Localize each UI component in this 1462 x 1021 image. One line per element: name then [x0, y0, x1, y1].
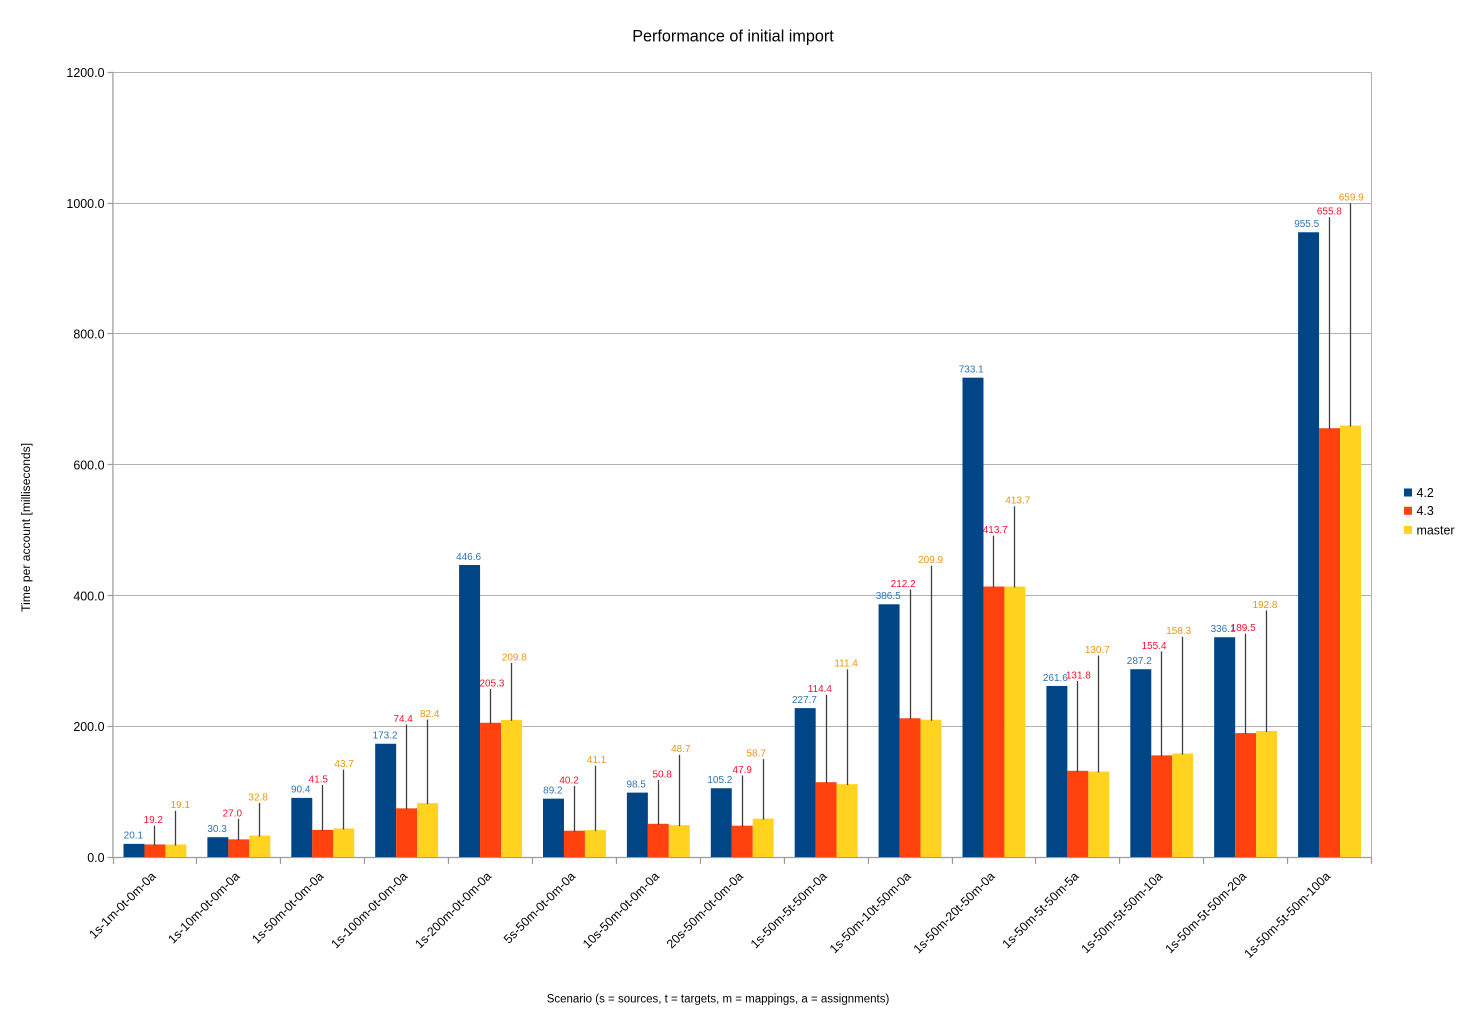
svg-text:90.4: 90.4: [291, 785, 311, 796]
svg-text:1000.0: 1000.0: [66, 197, 104, 211]
svg-text:master: master: [1417, 523, 1455, 537]
svg-text:205.3: 205.3: [479, 678, 504, 689]
svg-text:82.4: 82.4: [420, 709, 440, 720]
svg-text:192.8: 192.8: [1252, 600, 1277, 611]
svg-text:0.0: 0.0: [87, 851, 104, 865]
svg-text:40.2: 40.2: [559, 775, 579, 786]
svg-text:800.0: 800.0: [73, 328, 104, 342]
svg-text:1200.0: 1200.0: [66, 66, 104, 80]
svg-text:19.2: 19.2: [144, 815, 164, 826]
svg-text:131.8: 131.8: [1066, 670, 1091, 681]
svg-text:105.2: 105.2: [707, 775, 732, 786]
svg-text:227.7: 227.7: [792, 695, 817, 706]
svg-text:155.4: 155.4: [1142, 641, 1167, 652]
svg-text:955.5: 955.5: [1294, 219, 1319, 230]
svg-text:50.8: 50.8: [652, 769, 672, 780]
svg-text:114.4: 114.4: [808, 684, 833, 695]
svg-text:446.6: 446.6: [456, 552, 481, 563]
svg-text:27.0: 27.0: [223, 808, 243, 819]
svg-text:336.1: 336.1: [1211, 624, 1236, 635]
svg-text:413.7: 413.7: [983, 525, 1008, 536]
svg-text:158.3: 158.3: [1166, 626, 1191, 637]
svg-text:400.0: 400.0: [73, 589, 104, 603]
svg-text:48.7: 48.7: [671, 744, 691, 755]
svg-text:733.1: 733.1: [959, 364, 984, 375]
svg-text:Time per account [milliseconds: Time per account [milliseconds]: [19, 443, 33, 612]
svg-text:19.1: 19.1: [171, 800, 191, 811]
svg-text:4.2: 4.2: [1417, 486, 1434, 500]
svg-text:20.1: 20.1: [124, 831, 144, 842]
svg-text:4.3: 4.3: [1417, 504, 1434, 518]
svg-text:43.7: 43.7: [334, 759, 354, 770]
svg-text:111.4: 111.4: [834, 659, 858, 670]
svg-text:659.9: 659.9: [1339, 193, 1364, 204]
svg-text:41.5: 41.5: [309, 774, 329, 785]
svg-text:209.8: 209.8: [502, 652, 527, 663]
svg-text:189.5: 189.5: [1231, 623, 1256, 634]
svg-text:47.9: 47.9: [733, 765, 753, 776]
svg-text:74.4: 74.4: [393, 714, 413, 725]
svg-text:58.7: 58.7: [747, 749, 767, 760]
svg-text:41.1: 41.1: [587, 755, 607, 766]
svg-text:Performance of initial import: Performance of initial import: [632, 27, 834, 45]
svg-text:30.3: 30.3: [207, 824, 227, 835]
svg-text:655.8: 655.8: [1317, 207, 1342, 218]
svg-text:287.2: 287.2: [1127, 656, 1152, 667]
svg-text:32.8: 32.8: [248, 792, 268, 803]
svg-text:Scenario (s = sources, t = tar: Scenario (s = sources, t = targets, m = …: [547, 994, 890, 1006]
svg-text:89.2: 89.2: [543, 785, 563, 796]
svg-text:130.7: 130.7: [1085, 645, 1110, 656]
svg-text:209.9: 209.9: [918, 555, 943, 566]
svg-text:261.6: 261.6: [1043, 673, 1068, 684]
svg-text:600.0: 600.0: [73, 459, 104, 473]
svg-text:212.2: 212.2: [891, 579, 916, 590]
svg-text:98.5: 98.5: [626, 779, 646, 790]
svg-text:173.2: 173.2: [373, 731, 398, 742]
svg-text:386.5: 386.5: [876, 591, 901, 602]
svg-text:413.7: 413.7: [1005, 496, 1030, 507]
svg-text:200.0: 200.0: [73, 720, 104, 734]
